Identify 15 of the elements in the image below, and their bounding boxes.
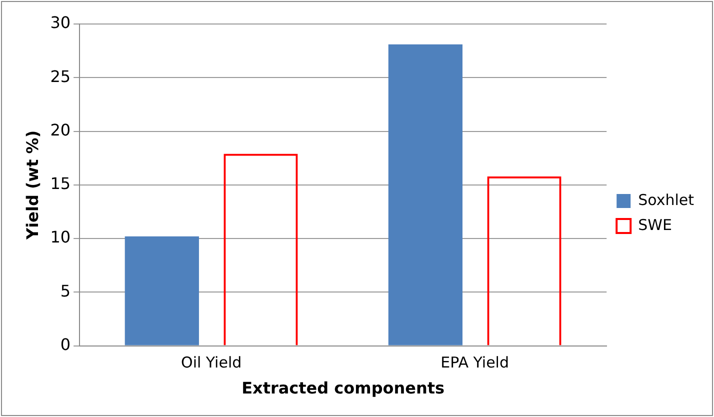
legend-label: Soxhlet — [638, 190, 694, 209]
y-tick-label: 25 — [50, 66, 71, 86]
y-tick-label: 20 — [50, 120, 71, 140]
bar — [124, 236, 199, 346]
y-tick-label: 15 — [50, 174, 71, 194]
y-tick-label: 0 — [60, 334, 71, 354]
y-tick-label: 5 — [60, 281, 71, 300]
x-tick-label: Oil Yield — [181, 354, 242, 372]
y-tick-label: 10 — [50, 228, 71, 247]
x-axis-title: Extracted components — [242, 378, 445, 398]
x-tick-label: EPA Yield — [440, 354, 509, 372]
legend-label: SWE — [638, 216, 672, 234]
y-tick-label: 30 — [50, 13, 71, 32]
bar — [388, 44, 462, 346]
y-axis-title: Yield (wt %) — [22, 130, 42, 240]
